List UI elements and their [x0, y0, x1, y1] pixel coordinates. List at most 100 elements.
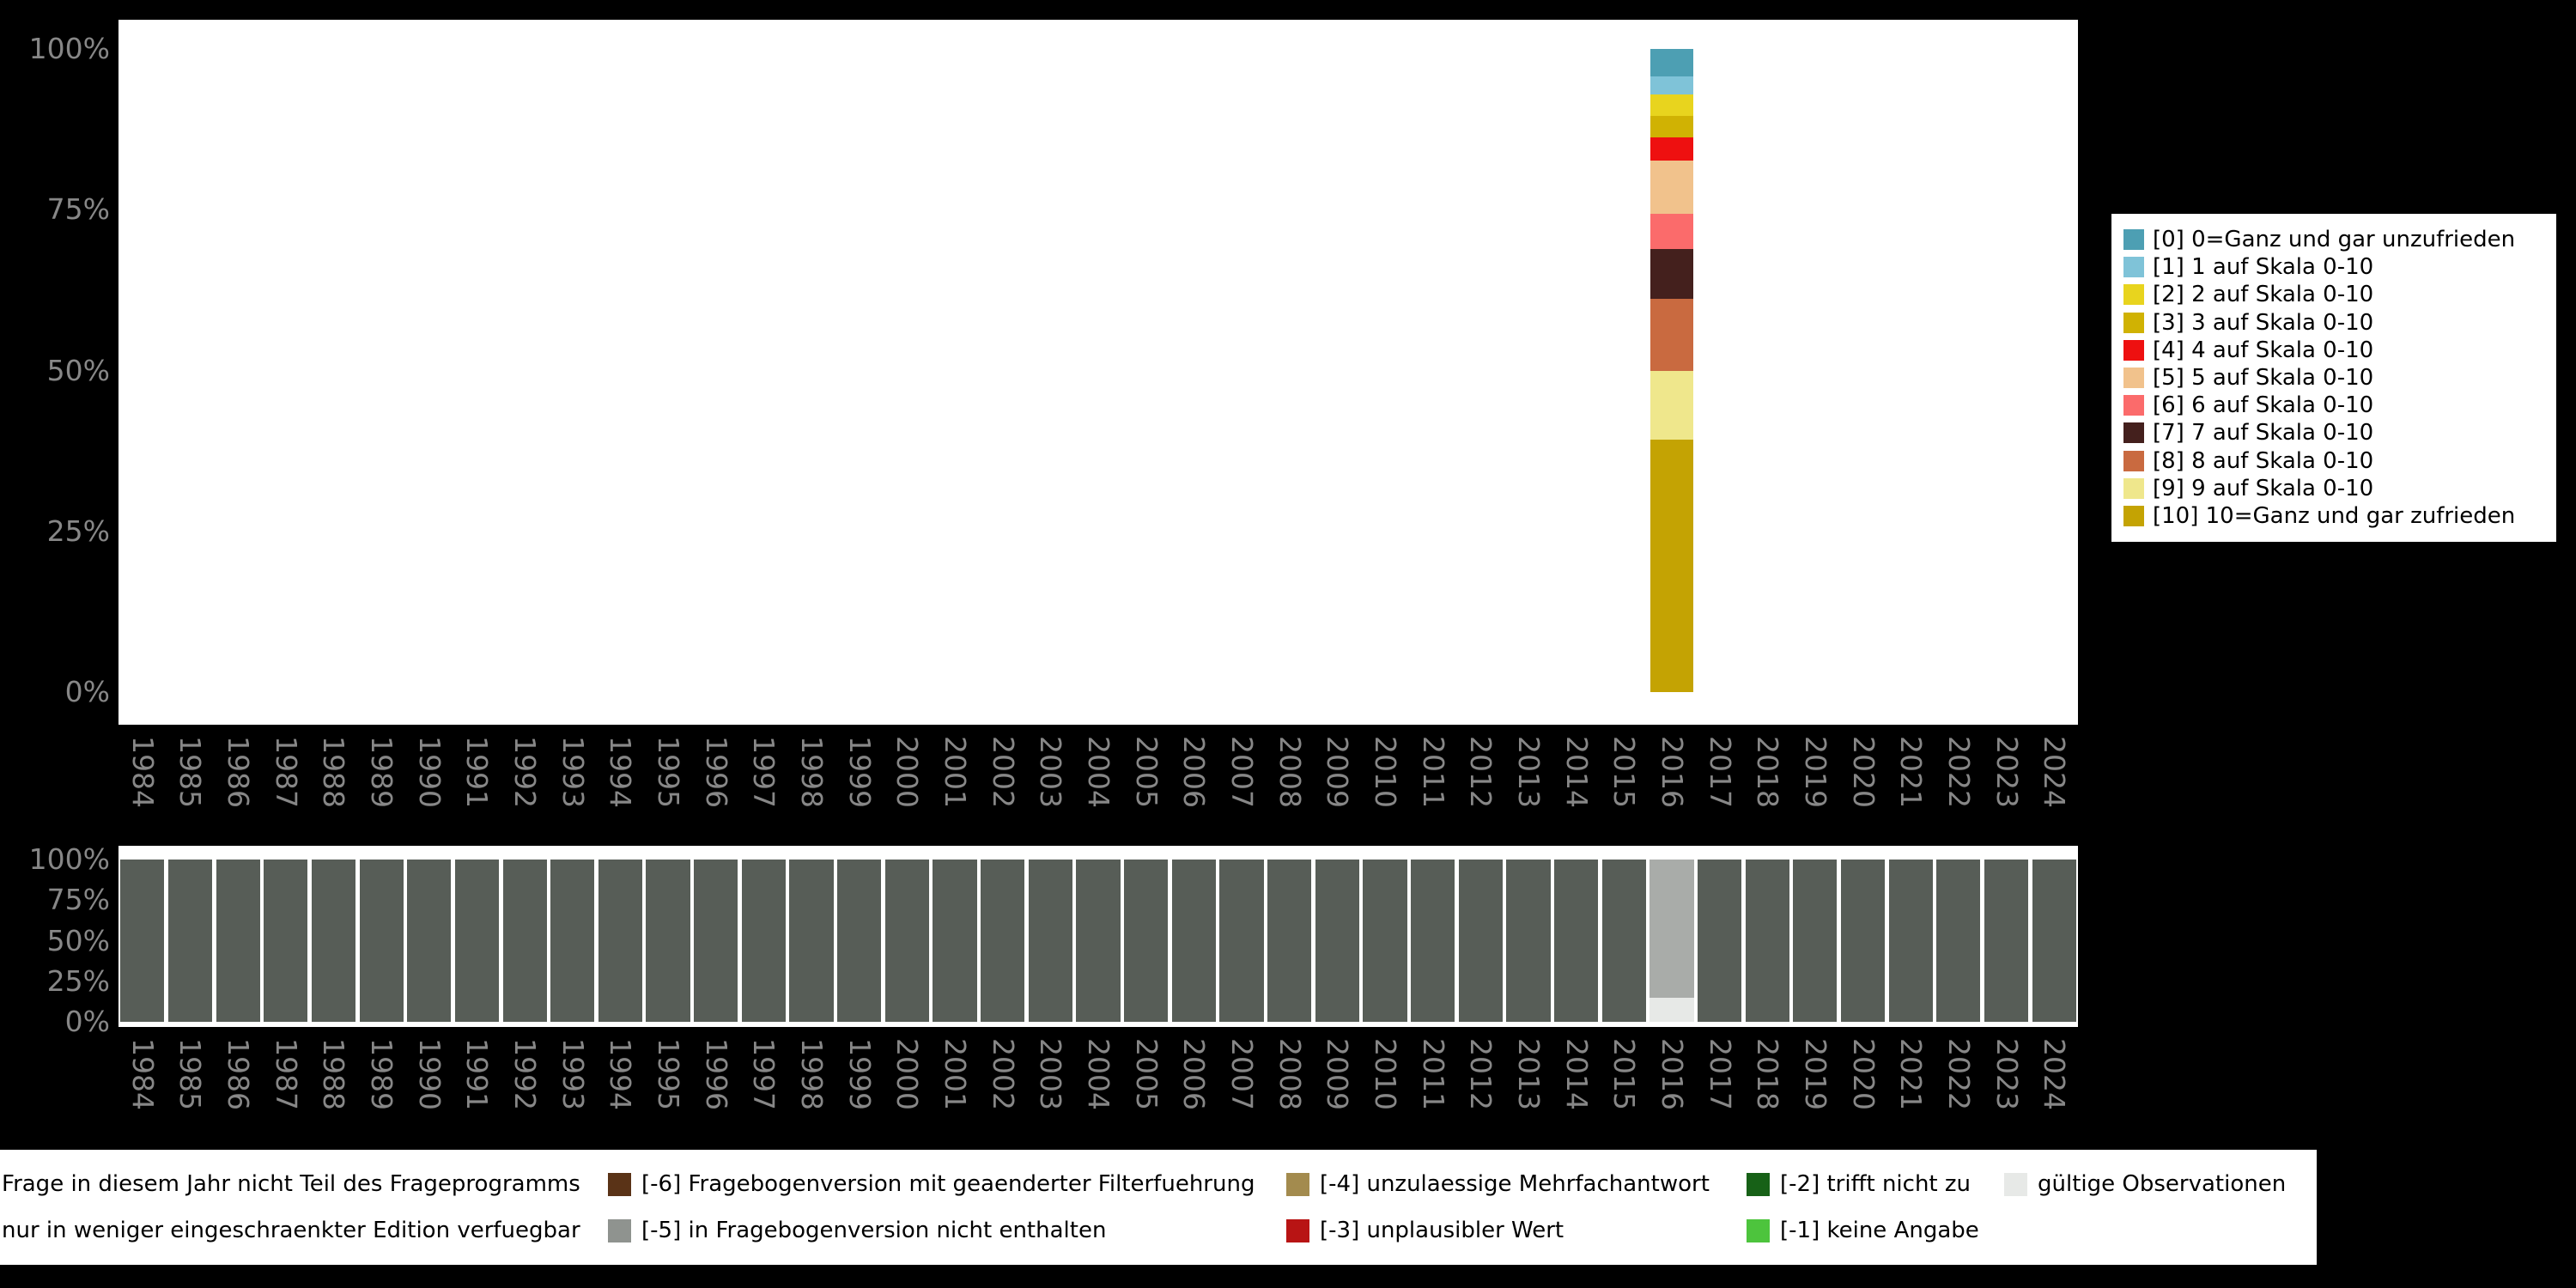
bar-segment — [1649, 160, 1693, 215]
x-axis-tick-label: 2012 — [1464, 1038, 1498, 1110]
x-axis-tick-label: 2004 — [1082, 736, 1115, 808]
x-axis-tick-label: 2010 — [1368, 1038, 1402, 1110]
legend-item: [9] 9 auf Skala 0-10 — [2123, 475, 2551, 502]
bar-segment — [502, 860, 547, 1022]
x-axis-tick-label: 2014 — [1559, 1038, 1594, 1110]
missing-bar-1987 — [264, 860, 308, 1022]
bar-segment — [1649, 371, 1693, 440]
x-axis-tick-label: 1987 — [269, 1038, 303, 1110]
y-axis-tick-label: 100% — [28, 32, 110, 65]
y-axis-tick-label: 0% — [64, 1005, 110, 1038]
missing-bar-1989 — [359, 860, 404, 1022]
legend-swatch — [2123, 284, 2144, 306]
x-axis-tick-label: 2021 — [1894, 736, 1929, 808]
missing-bar-1991 — [454, 860, 500, 1022]
legend-label: [10] 10=Ganz und gar zufrieden — [2153, 502, 2516, 529]
bar-segment — [1649, 440, 1693, 692]
missing-bar-2019 — [1793, 860, 1838, 1022]
bar-segment — [216, 860, 260, 1022]
bar-segment — [2032, 860, 2076, 1022]
x-axis-tick-label: 1991 — [460, 736, 495, 808]
missing-bar-1996 — [694, 860, 738, 1022]
bar-segment — [1554, 860, 1599, 1022]
legend-swatch — [2123, 339, 2144, 361]
bar-segment — [1171, 860, 1216, 1022]
frequency-chart-panel — [118, 20, 2078, 725]
x-axis-tick-label: 1999 — [842, 1038, 877, 1110]
x-axis-tick-label: 1999 — [842, 736, 877, 808]
x-axis-tick-label: 1998 — [795, 736, 829, 808]
x-axis-tick-label: 2013 — [1511, 1038, 1546, 1110]
bar-segment — [1315, 860, 1359, 1022]
legend-swatch — [2123, 477, 2144, 499]
x-axis-tick-label: 1987 — [269, 736, 303, 808]
bar-segment — [1028, 860, 1072, 1022]
bar-segment — [1649, 860, 1694, 998]
missing-bar-1990 — [407, 860, 452, 1022]
x-axis-tick-label: 2019 — [1798, 736, 1832, 808]
missing-bar-2007 — [1219, 860, 1264, 1022]
missing-bar-1993 — [550, 860, 595, 1022]
legend-swatch — [2123, 422, 2144, 444]
bar-segment — [1649, 76, 1693, 95]
x-axis-tick-label: 2014 — [1559, 736, 1594, 808]
missing-bar-2021 — [1888, 860, 1933, 1022]
x-axis-tick-label: 1991 — [460, 1038, 495, 1110]
legend-item: nur in weniger eingeschraenkter Edition … — [2, 1208, 580, 1253]
y-axis-tick-label: 50% — [46, 353, 110, 387]
x-axis-tick-label: 1988 — [317, 1038, 351, 1110]
legend-swatch — [2123, 257, 2144, 278]
x-axis-tick-label: 1984 — [125, 736, 160, 808]
legend-swatch — [2123, 395, 2144, 416]
x-axis-tick-label: 2024 — [2038, 1038, 2072, 1110]
x-axis-tick-label: 2016 — [1655, 736, 1689, 808]
legend-swatch — [2123, 312, 2144, 333]
legend-item: [1] 1 auf Skala 0-10 — [2123, 253, 2551, 281]
x-axis-tick-label: 1989 — [365, 1038, 399, 1110]
legend-item: [-5] in Fragebogenversion nicht enthalte… — [608, 1208, 1106, 1253]
legend-label: [-1] keine Angabe — [1780, 1218, 1979, 1243]
bar-segment — [407, 860, 452, 1022]
x-axis-tick-label: 1988 — [317, 736, 351, 808]
missing-bar-2015 — [1601, 860, 1646, 1022]
missings-chart-panel — [118, 846, 2078, 1027]
stacked-bar-2016 — [1649, 49, 1693, 692]
x-axis-tick-label: 2017 — [1703, 1038, 1737, 1110]
bar-segment — [1649, 137, 1693, 161]
legend-swatch — [1747, 1172, 1770, 1196]
x-axis-tick-label: 2003 — [1034, 736, 1068, 808]
legend-swatch — [608, 1172, 631, 1196]
bar-segment — [167, 860, 213, 1022]
bar-segment — [1888, 860, 1933, 1022]
legend-label: [8] 8 auf Skala 0-10 — [2153, 447, 2374, 474]
missing-bar-1984 — [120, 860, 165, 1022]
bar-segment — [1649, 214, 1693, 249]
bar-segment — [1267, 860, 1312, 1022]
x-axis-tick-label: 2023 — [1990, 1038, 2024, 1110]
legend-label: [9] 9 auf Skala 0-10 — [2153, 475, 2374, 501]
legend-label: [7] 7 auf Skala 0-10 — [2153, 420, 2374, 447]
x-axis-tick-label: 1994 — [604, 1038, 638, 1110]
bar-segment — [1649, 997, 1694, 1022]
x-axis-tick-label: 1985 — [173, 736, 208, 808]
x-axis-tick-label: 1998 — [795, 1038, 829, 1110]
bar-segment — [1649, 298, 1693, 372]
missing-bar-2006 — [1171, 860, 1216, 1022]
x-axis-tick-label: 2015 — [1607, 736, 1642, 808]
legend-label: [6] 6 auf Skala 0-10 — [2153, 392, 2374, 419]
missing-bar-2010 — [1363, 860, 1407, 1022]
y-axis-tick-label: 100% — [28, 842, 110, 876]
legend-swatch — [2123, 229, 2144, 250]
x-axis-tick-label: 1995 — [652, 1038, 686, 1110]
x-axis-tick-label: 2001 — [939, 1038, 973, 1110]
bar-segment — [1649, 115, 1693, 137]
x-axis-tick-label: 1995 — [652, 736, 686, 808]
x-axis-tick-label: 2008 — [1273, 736, 1307, 808]
x-axis-tick-label: 1994 — [604, 736, 638, 808]
x-axis-tick-label: 1984 — [125, 1038, 160, 1110]
x-axis-tick-label: 1985 — [173, 1038, 208, 1110]
x-axis-tick-label: 2005 — [1129, 1038, 1163, 1110]
legend-swatch — [1747, 1218, 1770, 1242]
missing-bar-2008 — [1267, 860, 1312, 1022]
bar-segment — [1840, 860, 1886, 1022]
